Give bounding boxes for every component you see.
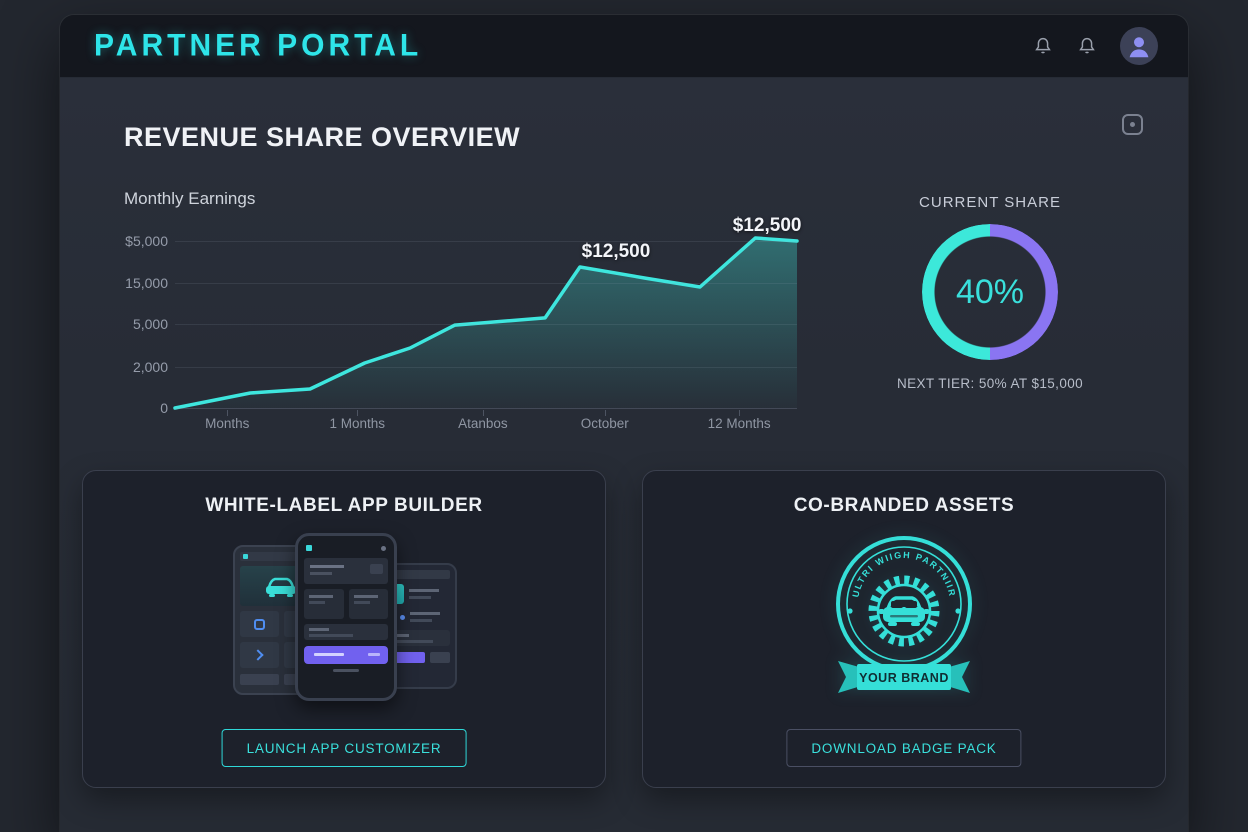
notification-bell-icon-2[interactable]	[1076, 35, 1098, 57]
badge-ribbon: YOUR BRAND	[838, 661, 970, 693]
gridline	[175, 323, 797, 325]
x-axis-label: Atanbos	[458, 416, 508, 431]
y-axis-label: 0	[160, 400, 168, 416]
current-share-label: CURRENT SHARE	[919, 194, 1061, 211]
data-label: $12,500	[732, 215, 802, 236]
share-donut-chart: 40%	[922, 224, 1058, 360]
main-content: REVENUE SHARE OVERVIEW Monthly Earnings …	[60, 78, 1188, 832]
y-axis-label: 5,000	[132, 315, 168, 332]
x-tick	[482, 410, 484, 416]
download-badge-pack-button[interactable]: DOWNLOAD BADGE PACK	[786, 729, 1022, 767]
app-builder-card: WHITE-LABEL APP BUILDER	[82, 470, 606, 788]
x-axis-labels: Months 1 Months Atanbos October 12 Months	[175, 416, 797, 434]
header-actions	[1032, 27, 1158, 65]
gridline	[175, 408, 797, 409]
assets-title: CO-BRANDED ASSETS	[793, 495, 1015, 516]
x-tick	[739, 410, 741, 416]
badge-car-icon	[879, 596, 929, 626]
app-logo: PARTNER PORTAL	[94, 28, 423, 63]
launch-app-customizer-button[interactable]: LAUNCH APP CUSTOMIZER	[221, 729, 467, 767]
earnings-chart: $12,500 $12,500	[173, 215, 801, 416]
current-share-widget: CURRENT SHARE 40% NEXT TIER: 50% AT $15,…	[860, 194, 1120, 391]
data-label: $12,500	[581, 241, 651, 262]
mockup-phone-primary	[295, 533, 397, 701]
y-axis-labels: $5,000 15,000 5,000 2,000 0	[60, 230, 168, 416]
x-tick	[357, 410, 359, 416]
x-axis-label: Months	[205, 416, 250, 431]
x-tick	[227, 410, 229, 416]
page-title: REVENUE SHARE OVERVIEW	[124, 122, 521, 152]
x-axis-label: 1 Months	[329, 416, 385, 431]
app-mockups-illustration	[231, 533, 457, 705]
partner-badge: ULTRI WIIGH PARTNIIR	[828, 529, 980, 706]
share-percentage: 40%	[955, 272, 1025, 311]
x-axis-label: 12 Months	[707, 416, 771, 431]
y-axis-label: $5,000	[125, 233, 168, 250]
y-axis-label: 2,000	[132, 359, 168, 376]
x-tick	[604, 410, 606, 416]
co-branded-assets-card: CO-BRANDED ASSETS ULTRI WIIGH PARTNIIR	[642, 470, 1166, 788]
gridline	[175, 283, 797, 285]
chart-line	[173, 236, 799, 410]
notification-bell-icon[interactable]	[1032, 35, 1054, 57]
x-axis-label: October	[580, 416, 629, 431]
chart-title: Monthly Earnings	[124, 189, 256, 208]
app-builder-title: WHITE-LABEL APP BUILDER	[205, 495, 483, 516]
next-tier-text: NEXT TIER: 50% AT $15,000	[896, 376, 1084, 391]
app-window: PARTNER PORTAL REVENUE SHARE OVERVIEW Mo…	[60, 15, 1188, 832]
badge-ribbon-text: YOUR BRAND	[859, 671, 949, 685]
gridline	[175, 367, 797, 369]
donut-ring	[922, 224, 1058, 360]
y-axis-label: 15,000	[125, 275, 168, 292]
gridline	[175, 241, 797, 243]
mockup-cta-button	[304, 646, 388, 664]
header: PARTNER PORTAL	[60, 15, 1188, 78]
user-avatar[interactable]	[1120, 27, 1158, 65]
panel-options-icon[interactable]	[1122, 114, 1143, 135]
